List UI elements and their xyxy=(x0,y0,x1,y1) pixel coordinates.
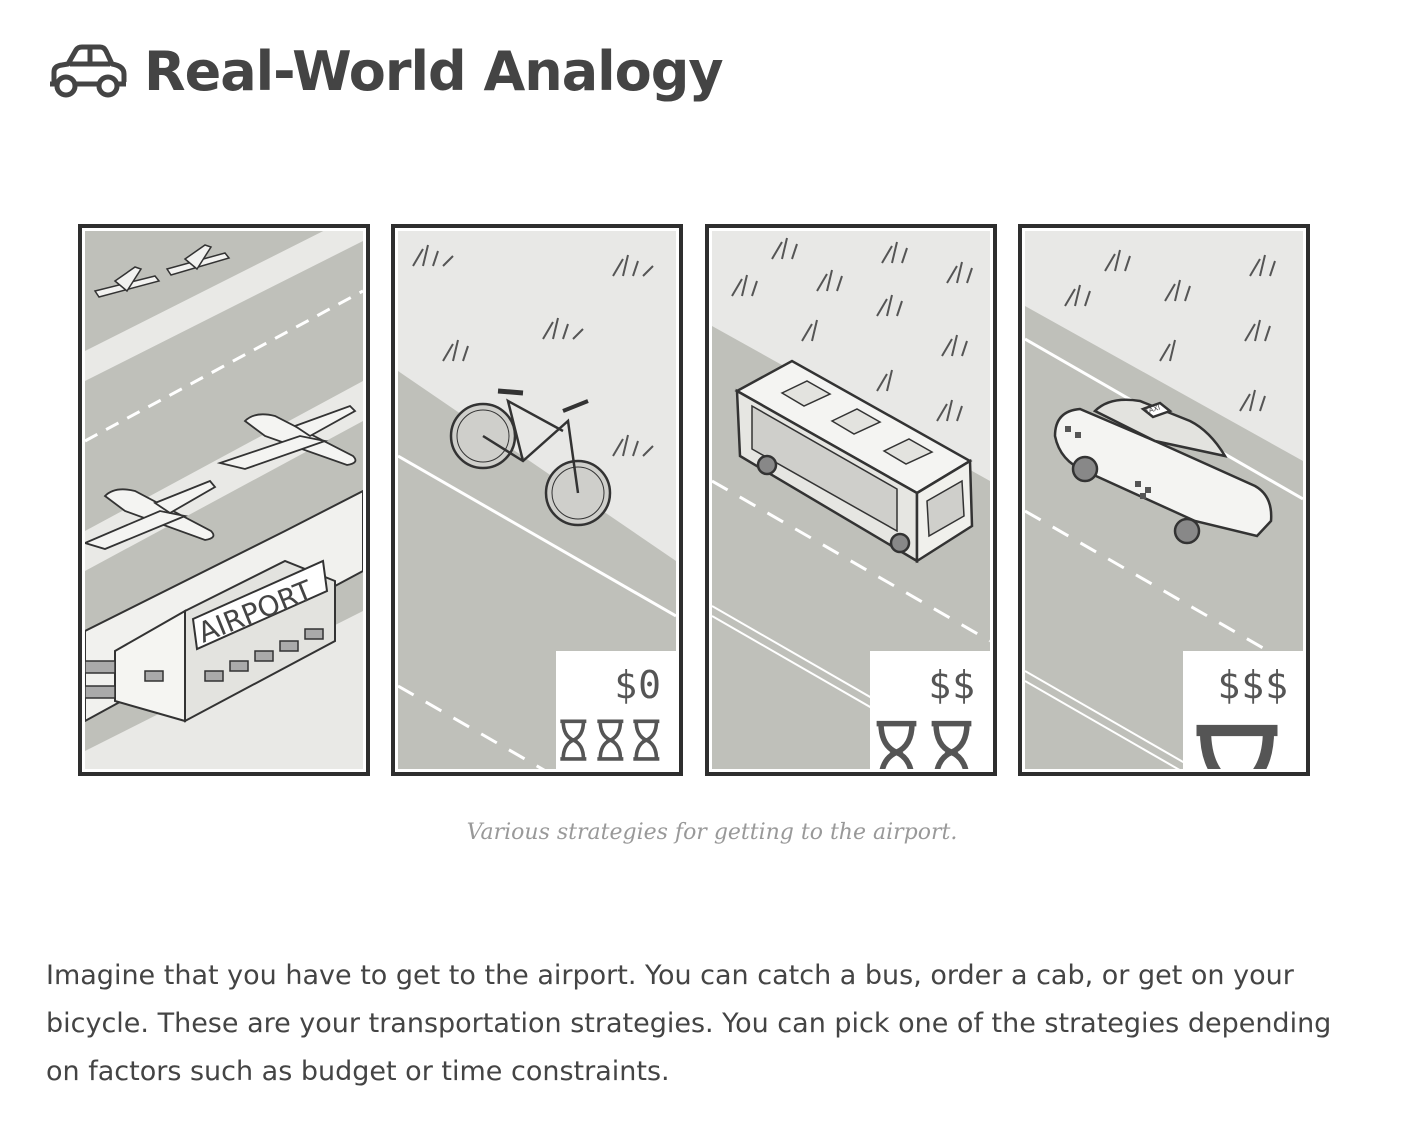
hourglass-icon xyxy=(931,720,972,769)
page-title: Real-World Analogy xyxy=(144,40,724,103)
bus-drawing xyxy=(734,359,974,564)
grass-tufts xyxy=(412,244,654,457)
hourglass-icon xyxy=(1196,724,1278,769)
price-label: $$$ xyxy=(1217,663,1289,707)
airport-scene: AIRPORT xyxy=(85,231,363,769)
cost-indicator: $$ xyxy=(870,651,990,769)
body-paragraph: Imagine that you have to get to the airp… xyxy=(46,960,1332,1087)
hourglass-icon xyxy=(876,720,917,769)
airport-panel: AIRPORT xyxy=(78,224,370,776)
taxi-drawing: TAXI xyxy=(1053,398,1273,545)
bicycle-drawing xyxy=(449,388,612,527)
grass-tufts xyxy=(1064,249,1276,412)
section-heading: Real-World Analogy xyxy=(46,30,724,114)
hourglass-icon xyxy=(597,719,624,761)
cost-indicator: $$$ xyxy=(1183,651,1303,769)
time-indicator xyxy=(556,717,664,763)
bicycle-panel: $0 xyxy=(391,224,683,776)
car-icon xyxy=(50,44,127,98)
hourglass-icon xyxy=(633,719,660,761)
cost-indicator: $0 xyxy=(556,651,676,769)
time-indicator xyxy=(870,717,978,769)
strategies-illustration: AIRPORT xyxy=(78,224,1310,776)
figure-caption: Various strategies for getting to the ai… xyxy=(466,820,958,845)
grass-tufts xyxy=(731,237,973,422)
taxi-panel: TAXI $$$ xyxy=(1018,224,1310,776)
price-label: $0 xyxy=(614,663,662,707)
bus-panel: $$ xyxy=(705,224,997,776)
price-label: $$ xyxy=(928,663,976,707)
hourglass-icon xyxy=(560,719,587,761)
time-indicator xyxy=(1183,717,1291,769)
